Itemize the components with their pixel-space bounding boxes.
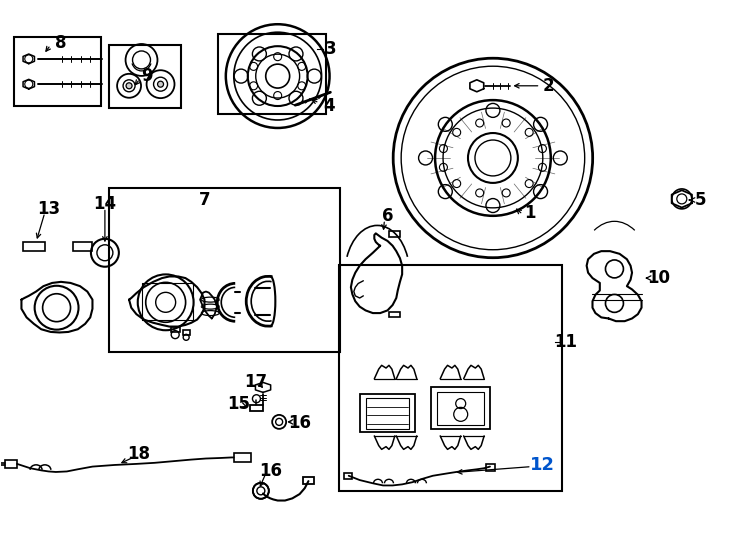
Text: 9: 9 [142,67,153,85]
Bar [109,45,181,109]
Text: 5: 5 [694,191,706,209]
Text: 11: 11 [555,333,578,351]
Text: 2: 2 [542,77,554,95]
Text: 10: 10 [647,269,670,287]
Text: 16: 16 [259,462,282,481]
Circle shape [158,81,164,87]
Text: 8: 8 [55,33,67,52]
Bar [339,265,562,491]
Bar [14,37,101,106]
Text: 4: 4 [323,97,335,114]
Text: 12: 12 [530,456,555,474]
Text: 17: 17 [244,373,267,391]
Text: 14: 14 [93,195,117,213]
Bar [218,34,326,114]
Text: 3: 3 [324,40,336,58]
Text: 13: 13 [37,200,60,218]
Text: 7: 7 [199,191,210,209]
Circle shape [126,83,132,89]
Text: 1: 1 [524,204,535,222]
Text: 16: 16 [288,414,311,432]
Text: 18: 18 [127,445,150,463]
Bar [109,188,340,353]
Text: 6: 6 [382,207,393,225]
Text: 15: 15 [228,395,250,413]
